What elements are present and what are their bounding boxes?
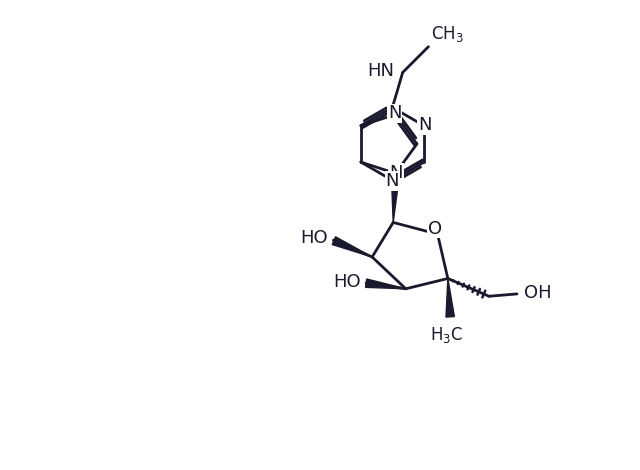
Text: OH: OH	[524, 283, 552, 302]
Text: N: N	[389, 164, 403, 182]
Polygon shape	[446, 279, 454, 317]
Text: N: N	[386, 172, 399, 190]
Text: H$_3$C: H$_3$C	[430, 325, 463, 345]
Text: N: N	[388, 104, 401, 123]
Polygon shape	[391, 173, 400, 222]
Polygon shape	[332, 237, 372, 257]
Text: HN: HN	[367, 63, 394, 80]
Text: HO: HO	[301, 229, 328, 247]
Text: CH$_3$: CH$_3$	[431, 24, 463, 44]
Text: O: O	[428, 219, 442, 237]
Polygon shape	[365, 279, 406, 289]
Text: N: N	[418, 116, 431, 134]
Text: HO: HO	[333, 273, 360, 291]
